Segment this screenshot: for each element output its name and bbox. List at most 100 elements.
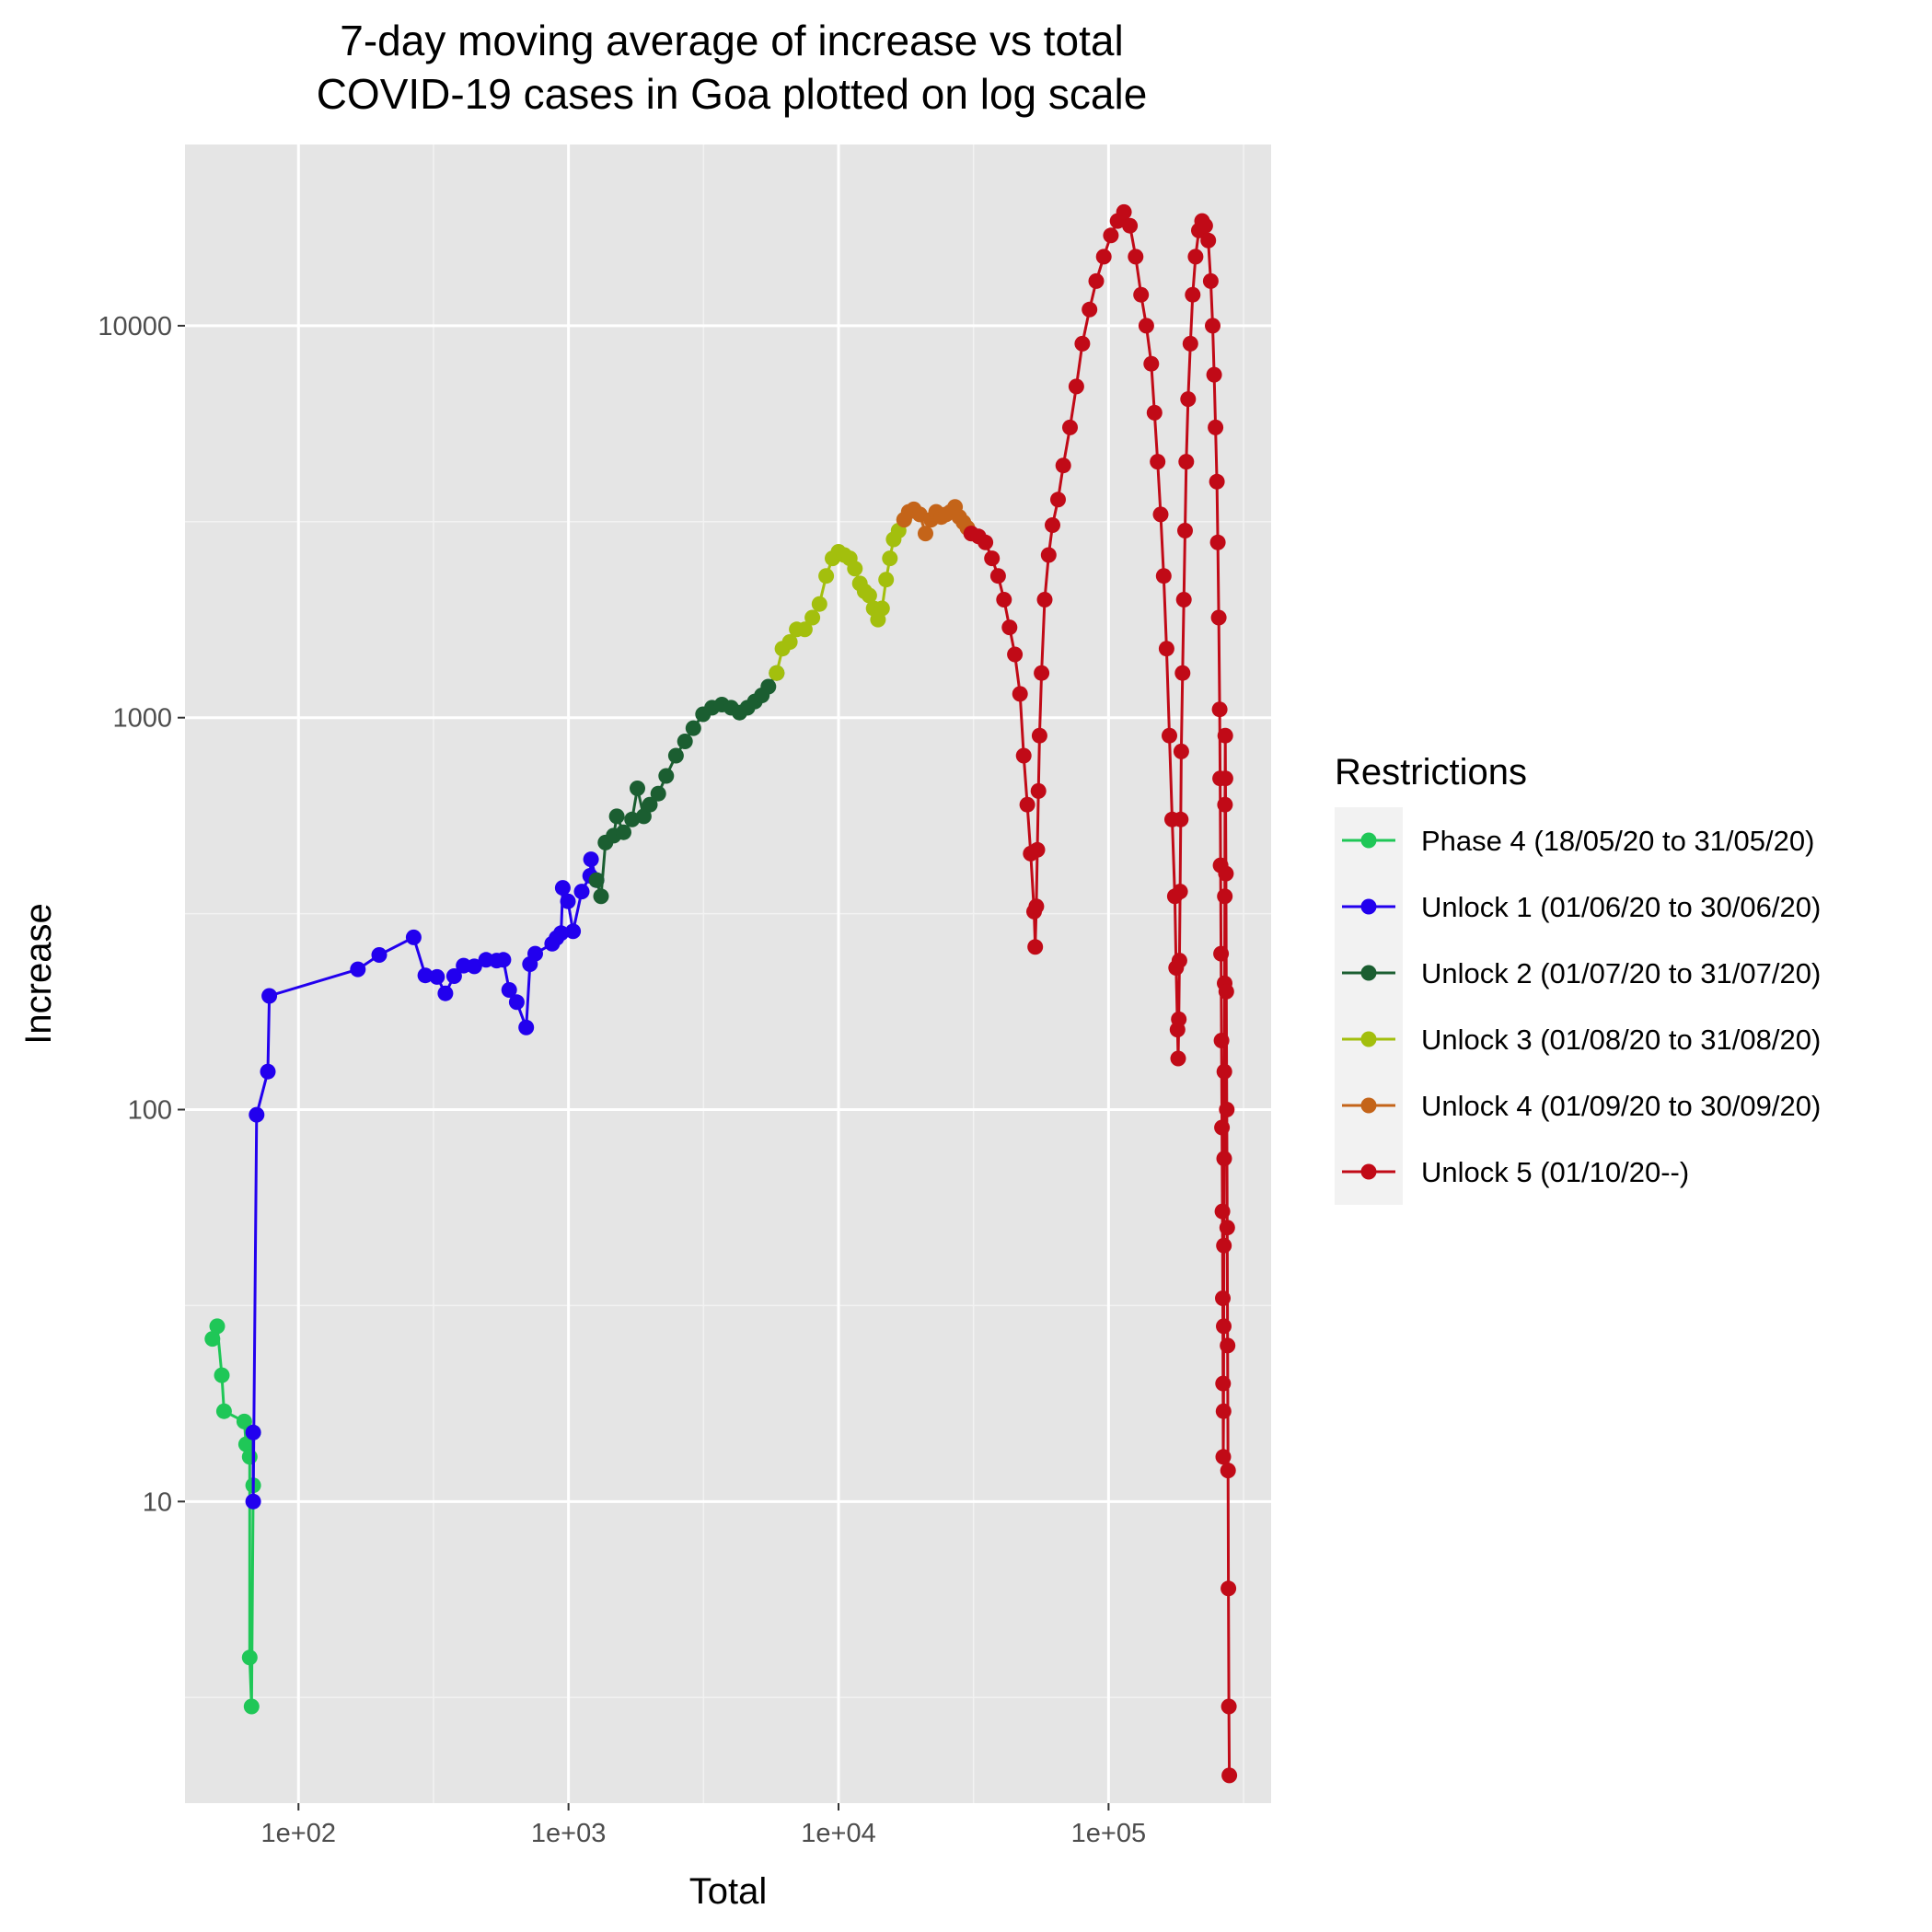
data-point xyxy=(1216,1151,1232,1167)
data-point xyxy=(1185,286,1201,303)
data-point xyxy=(1019,796,1035,813)
data-point xyxy=(241,1449,258,1465)
data-point xyxy=(804,609,821,626)
data-point xyxy=(1219,1220,1235,1236)
data-point xyxy=(405,929,422,945)
data-point xyxy=(1158,641,1174,657)
data-point xyxy=(1221,1580,1237,1597)
data-point xyxy=(1215,1449,1232,1465)
data-point xyxy=(1155,568,1172,584)
data-point xyxy=(882,550,898,567)
data-point xyxy=(1152,506,1169,523)
chart-title-line-2: COVID-19 cases in Goa plotted on log sca… xyxy=(317,70,1148,118)
minor-gridlines xyxy=(185,145,1271,1803)
data-point xyxy=(527,945,543,962)
legend-key-point xyxy=(1360,1097,1377,1114)
x-tick-label: 1e+02 xyxy=(261,1819,336,1848)
data-point xyxy=(1221,1698,1237,1715)
data-point xyxy=(466,958,482,975)
data-point xyxy=(1211,701,1228,718)
data-point xyxy=(1214,1119,1231,1136)
data-point xyxy=(1214,1203,1231,1220)
data-point xyxy=(1031,727,1047,744)
data-point xyxy=(501,982,517,998)
y-tick-label: 10000 xyxy=(98,312,172,341)
data-point xyxy=(984,550,1001,567)
data-point xyxy=(588,872,605,888)
data-point xyxy=(1074,335,1091,352)
data-point xyxy=(1215,1403,1232,1419)
data-point xyxy=(1197,217,1213,234)
data-point xyxy=(1171,953,1187,969)
data-point xyxy=(1220,1337,1236,1354)
data-point xyxy=(1143,355,1160,372)
data-point xyxy=(1218,865,1234,882)
data-point xyxy=(518,1019,535,1035)
plot-panel xyxy=(185,145,1271,1803)
series-3 xyxy=(588,665,785,905)
data-point xyxy=(429,968,445,985)
data-point xyxy=(1162,727,1177,744)
chart-title-line-1: 7-day moving average of increase vs tota… xyxy=(340,17,1123,64)
data-point xyxy=(1182,335,1198,352)
data-point xyxy=(1217,796,1233,813)
data-point xyxy=(1172,884,1188,900)
x-tick-label: 1e+04 xyxy=(801,1819,875,1848)
data-point xyxy=(642,796,658,813)
data-point xyxy=(1027,939,1044,955)
data-point xyxy=(1216,1318,1232,1335)
data-point xyxy=(1128,249,1144,265)
major-gridlines xyxy=(185,145,1271,1803)
legend-label: Unlock 5 (01/10/20--) xyxy=(1421,1156,1689,1188)
data-point xyxy=(1138,318,1154,334)
data-point xyxy=(583,851,599,868)
data-point xyxy=(1210,609,1227,626)
data-point xyxy=(1029,841,1046,858)
data-point xyxy=(1213,945,1230,962)
data-point xyxy=(769,665,785,681)
data-point xyxy=(685,720,701,736)
data-point xyxy=(677,734,693,749)
data-point xyxy=(1040,547,1057,563)
data-point xyxy=(1007,646,1024,663)
legend: Phase 4 (18/05/20 to 31/05/20) Unlock 1 (… xyxy=(1335,807,1821,1205)
data-point xyxy=(1012,686,1028,702)
data-point xyxy=(1180,391,1197,408)
legend-label: Phase 4 (18/05/20 to 31/05/20) xyxy=(1421,825,1814,857)
data-point xyxy=(1216,1063,1232,1080)
data-point xyxy=(796,621,813,638)
legend-key-point xyxy=(1360,965,1377,981)
data-point xyxy=(553,925,570,942)
y-axis-title: Increase xyxy=(18,903,59,1044)
data-point xyxy=(978,534,994,550)
data-point xyxy=(616,824,631,840)
data-point xyxy=(1215,1290,1231,1306)
data-point xyxy=(1217,770,1233,787)
data-point xyxy=(635,808,652,825)
data-point xyxy=(1095,249,1112,265)
legend-item: Phase 4 (18/05/20 to 31/05/20) xyxy=(1342,825,1814,857)
data-point xyxy=(1208,419,1224,435)
data-point xyxy=(818,568,835,584)
data-point xyxy=(1062,419,1078,435)
legend-item: Unlock 5 (01/10/20--) xyxy=(1342,1156,1689,1188)
data-point xyxy=(1202,272,1219,289)
data-point xyxy=(650,785,666,802)
data-point xyxy=(1015,747,1032,764)
data-point xyxy=(1200,232,1217,249)
data-point xyxy=(996,592,1012,607)
data-point xyxy=(237,1436,254,1452)
legend-item: Unlock 3 (01/08/20 to 31/08/20) xyxy=(1342,1024,1821,1056)
data-point xyxy=(437,985,454,1001)
data-point xyxy=(918,526,933,542)
series-line xyxy=(970,209,1232,1776)
series-2 xyxy=(245,851,605,1510)
y-tick-label: 100 xyxy=(128,1096,172,1126)
data-point xyxy=(1174,665,1191,681)
data-point xyxy=(667,747,684,764)
data-point xyxy=(1036,592,1053,607)
data-point xyxy=(1206,366,1222,383)
legend-key-point xyxy=(1360,898,1377,915)
data-point xyxy=(215,1403,232,1419)
data-point xyxy=(1146,404,1163,421)
